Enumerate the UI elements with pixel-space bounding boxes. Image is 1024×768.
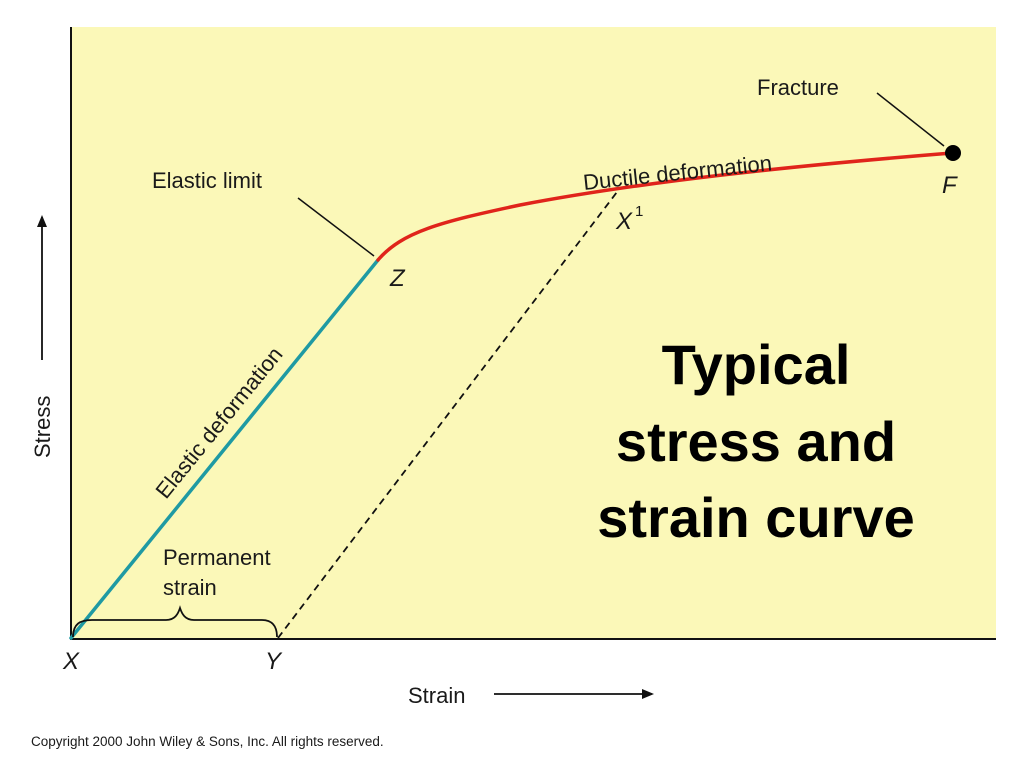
point-label-z: Z: [389, 265, 406, 292]
point-label-x1: X: [615, 208, 633, 235]
title-line-1: Typical: [662, 333, 851, 396]
point-label-x: X: [62, 648, 80, 675]
elastic-limit-label: Elastic limit: [152, 168, 262, 193]
title-line-2: stress and: [616, 410, 896, 473]
unloading-dashed-line: [277, 191, 618, 639]
point-label-y: Y: [265, 648, 283, 675]
permanent-strain-label-line2: strain: [163, 575, 217, 600]
permanent-strain-brace: [72, 605, 278, 638]
fracture-point-dot: [945, 145, 961, 161]
x-axis-label: Strain: [408, 683, 465, 708]
title-line-3: strain curve: [597, 486, 915, 549]
y-axis-label: Stress: [30, 396, 55, 458]
ductile-deformation-curve: [376, 151, 954, 262]
permanent-strain-label-line1: Permanent: [163, 545, 271, 570]
fracture-leader: [876, 92, 945, 147]
point-label-x1-superscript: 1: [635, 203, 643, 220]
elastic-deformation-line: [69, 258, 380, 640]
copyright-notice: Copyright 2000 John Wiley & Sons, Inc. A…: [31, 734, 384, 749]
plot-background: [71, 27, 996, 638]
point-label-f: F: [942, 172, 958, 199]
fracture-label: Fracture: [757, 75, 839, 100]
elastic-limit-leader: [297, 197, 375, 257]
